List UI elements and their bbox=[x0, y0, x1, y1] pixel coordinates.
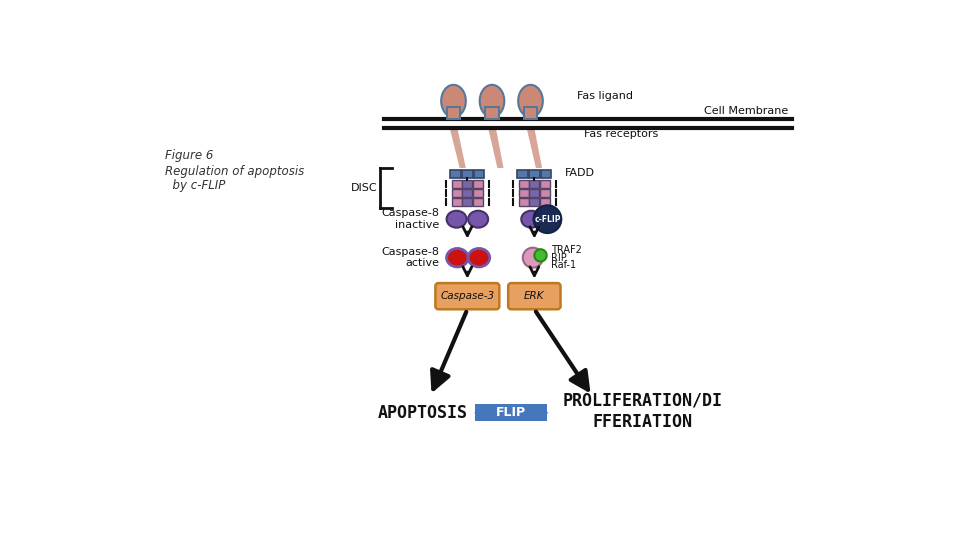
Polygon shape bbox=[449, 128, 466, 168]
Text: Raf-1: Raf-1 bbox=[551, 260, 576, 271]
Ellipse shape bbox=[468, 211, 488, 228]
Text: Caspase-3: Caspase-3 bbox=[441, 291, 494, 301]
Ellipse shape bbox=[518, 85, 542, 117]
Ellipse shape bbox=[535, 249, 546, 261]
Text: Cell Membrane: Cell Membrane bbox=[705, 106, 788, 116]
Ellipse shape bbox=[534, 205, 562, 233]
Bar bbox=[517, 170, 528, 178]
Text: FLIP: FLIP bbox=[496, 406, 526, 420]
Bar bbox=[462, 170, 472, 178]
Bar bbox=[451, 198, 462, 206]
Bar bbox=[450, 170, 461, 178]
Bar bbox=[446, 107, 461, 119]
Bar bbox=[523, 107, 538, 119]
Text: TRAF2: TRAF2 bbox=[551, 245, 582, 255]
Ellipse shape bbox=[523, 248, 542, 268]
Bar bbox=[463, 180, 472, 187]
Bar bbox=[540, 189, 550, 197]
Text: Caspase-8
active: Caspase-8 active bbox=[382, 247, 440, 268]
Bar bbox=[485, 107, 499, 119]
Bar bbox=[540, 180, 550, 187]
Bar bbox=[451, 180, 462, 187]
Text: RIP: RIP bbox=[551, 253, 567, 262]
Text: Caspase-8
inactive: Caspase-8 inactive bbox=[382, 208, 440, 230]
Bar bbox=[540, 198, 550, 206]
Bar bbox=[451, 189, 462, 197]
Ellipse shape bbox=[468, 248, 490, 267]
Bar bbox=[540, 170, 551, 178]
Bar bbox=[463, 198, 472, 206]
Bar bbox=[473, 180, 483, 187]
Text: ERK: ERK bbox=[524, 291, 544, 301]
Text: c-FLIP: c-FLIP bbox=[534, 215, 561, 224]
Polygon shape bbox=[527, 128, 542, 168]
Text: APOPTOSIS: APOPTOSIS bbox=[377, 404, 468, 422]
Bar bbox=[473, 189, 483, 197]
Ellipse shape bbox=[521, 211, 541, 228]
Text: DISC: DISC bbox=[350, 183, 377, 193]
Text: Fas ligand: Fas ligand bbox=[577, 91, 633, 100]
Ellipse shape bbox=[446, 211, 467, 228]
Polygon shape bbox=[488, 128, 504, 168]
Text: FADD: FADD bbox=[565, 168, 595, 178]
Bar bbox=[475, 404, 547, 421]
Text: Fas receptors: Fas receptors bbox=[585, 130, 659, 139]
Bar bbox=[518, 189, 529, 197]
Bar bbox=[463, 189, 472, 197]
Bar bbox=[529, 170, 540, 178]
Bar bbox=[518, 180, 529, 187]
Text: Figure 6
Regulation of apoptosis
  by c-FLIP: Figure 6 Regulation of apoptosis by c-FL… bbox=[165, 150, 304, 192]
FancyBboxPatch shape bbox=[436, 283, 499, 309]
Bar bbox=[529, 198, 540, 206]
FancyBboxPatch shape bbox=[508, 283, 561, 309]
Bar bbox=[518, 198, 529, 206]
Text: PROLIFERATION/DI
FFERIATION: PROLIFERATION/DI FFERIATION bbox=[563, 392, 722, 431]
Ellipse shape bbox=[442, 85, 466, 117]
Bar bbox=[529, 180, 540, 187]
Bar bbox=[529, 189, 540, 197]
Ellipse shape bbox=[480, 85, 504, 117]
Bar bbox=[473, 170, 484, 178]
Ellipse shape bbox=[446, 248, 468, 267]
Bar bbox=[473, 198, 483, 206]
